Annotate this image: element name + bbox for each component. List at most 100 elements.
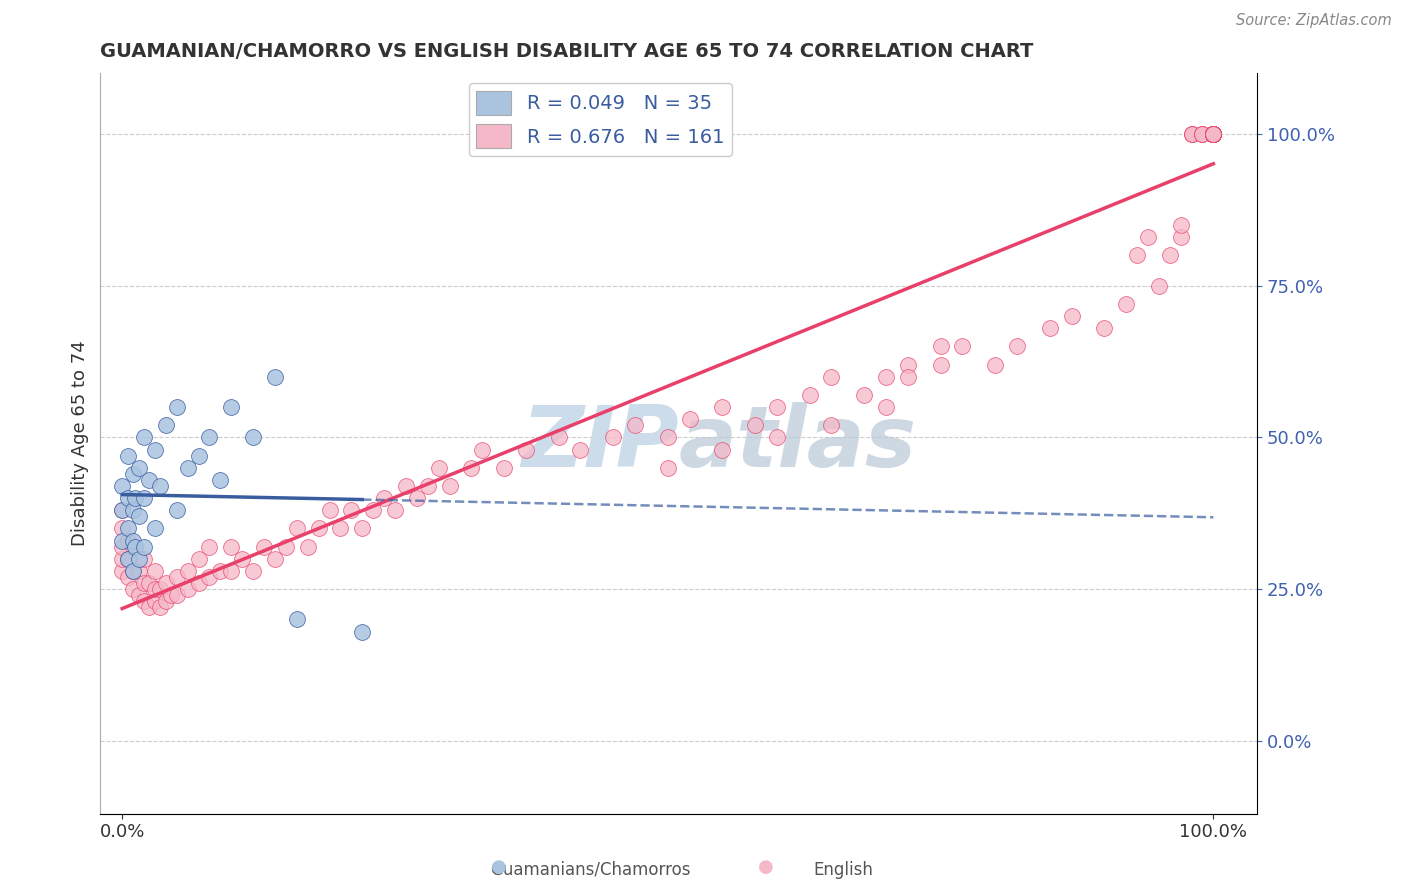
Point <box>405 491 427 505</box>
Point <box>1202 127 1225 141</box>
Point <box>143 582 166 596</box>
Point <box>1202 127 1225 141</box>
Point <box>308 521 330 535</box>
Point <box>1202 127 1225 141</box>
Point <box>1202 127 1225 141</box>
Legend: R = 0.049   N = 35, R = 0.676   N = 161: R = 0.049 N = 35, R = 0.676 N = 161 <box>468 83 733 156</box>
Point <box>1202 127 1225 141</box>
Point <box>166 570 188 584</box>
Point <box>1202 127 1225 141</box>
Point <box>329 521 352 535</box>
Point <box>547 430 569 444</box>
Point <box>1060 309 1083 323</box>
Point <box>111 503 134 517</box>
Point <box>1092 321 1115 335</box>
Point <box>875 369 897 384</box>
Point <box>1147 278 1170 293</box>
Point <box>657 460 679 475</box>
Y-axis label: Disability Age 65 to 74: Disability Age 65 to 74 <box>72 341 89 547</box>
Point <box>1202 127 1225 141</box>
Point <box>1170 230 1192 244</box>
Point <box>1202 127 1225 141</box>
Point <box>1202 127 1225 141</box>
Point <box>1191 127 1213 141</box>
Point <box>176 564 198 578</box>
Point <box>1202 127 1225 141</box>
Point <box>111 564 134 578</box>
Point <box>1202 127 1225 141</box>
Point <box>1202 127 1225 141</box>
Point <box>1202 127 1225 141</box>
Point <box>166 503 188 517</box>
Point <box>929 339 952 353</box>
Point <box>128 564 150 578</box>
Point <box>122 564 145 578</box>
Point <box>1202 127 1225 141</box>
Point <box>1202 127 1225 141</box>
Point <box>285 612 308 626</box>
Point <box>122 467 145 481</box>
Point <box>111 533 134 548</box>
Text: ●: ● <box>758 858 775 876</box>
Point <box>138 473 160 487</box>
Point <box>984 358 1007 372</box>
Point <box>744 418 766 433</box>
Point <box>117 570 139 584</box>
Point <box>1202 127 1225 141</box>
Point <box>221 540 243 554</box>
Point <box>340 503 363 517</box>
Point <box>1202 127 1225 141</box>
Point <box>1202 127 1225 141</box>
Point <box>439 479 461 493</box>
Point <box>1202 127 1225 141</box>
Point <box>187 449 209 463</box>
Point <box>253 540 276 554</box>
Point <box>138 600 160 615</box>
Point <box>198 570 221 584</box>
Point <box>1202 127 1225 141</box>
Text: atlas: atlas <box>679 402 917 485</box>
Point <box>117 491 139 505</box>
Point <box>242 430 264 444</box>
Point <box>264 551 287 566</box>
Point <box>1202 127 1225 141</box>
Point <box>132 594 155 608</box>
Point <box>1202 127 1225 141</box>
Point <box>657 430 679 444</box>
Point <box>799 388 821 402</box>
Point <box>373 491 395 505</box>
Point <box>132 491 155 505</box>
Point <box>132 551 155 566</box>
Point <box>318 503 340 517</box>
Point <box>111 479 134 493</box>
Point <box>897 358 920 372</box>
Point <box>1202 127 1225 141</box>
Point <box>1180 127 1202 141</box>
Point <box>132 540 155 554</box>
Point <box>602 430 624 444</box>
Point <box>176 582 198 596</box>
Point <box>820 418 842 433</box>
Point <box>122 533 145 548</box>
Point <box>1202 127 1225 141</box>
Point <box>352 521 374 535</box>
Point <box>143 594 166 608</box>
Point <box>471 442 494 457</box>
Point <box>274 540 297 554</box>
Point <box>149 582 172 596</box>
Point <box>1202 127 1225 141</box>
Point <box>1202 127 1225 141</box>
Point <box>117 551 139 566</box>
Point <box>143 564 166 578</box>
Point <box>494 460 516 475</box>
Point <box>416 479 439 493</box>
Point <box>231 551 253 566</box>
Point <box>1202 127 1225 141</box>
Point <box>124 491 146 505</box>
Point <box>122 564 145 578</box>
Point <box>711 442 734 457</box>
Point <box>1202 127 1225 141</box>
Point <box>1202 127 1225 141</box>
Point <box>143 442 166 457</box>
Point <box>1202 127 1225 141</box>
